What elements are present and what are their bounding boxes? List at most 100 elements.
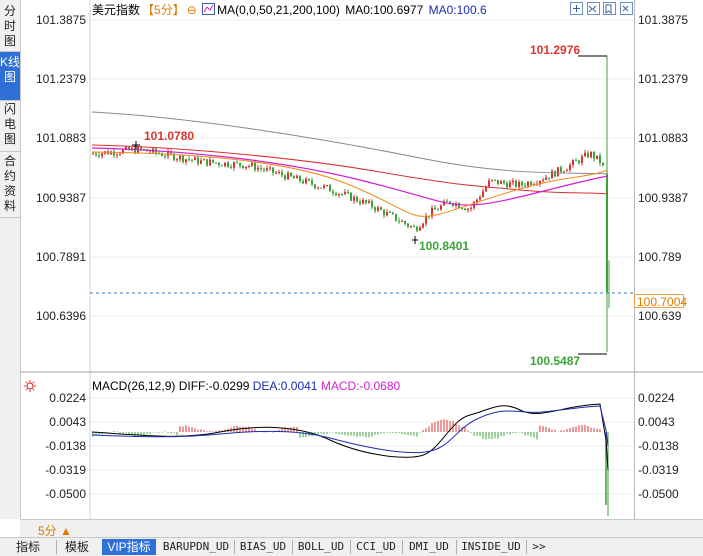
low-mid-label: 100.8401 [419,239,470,253]
candle-body [185,159,187,163]
tab-inside-ud[interactable]: INSIDE_UD [461,540,521,553]
tab-templates[interactable]: 模板 [64,540,89,554]
macd-dea-line [91,405,609,454]
candle-body [554,171,556,177]
kline-chart[interactable] [0,0,703,519]
macd-tick-right: -0.0138 [638,439,679,453]
candle-body [116,154,118,156]
price-tick-left: 100.6396 [35,309,86,323]
tab-dmi-ud[interactable]: DMI_UD [409,540,449,553]
candle-body [557,167,559,177]
candle-body [383,209,385,216]
candle-body [233,162,235,168]
macd-tick-left: 0.0224 [49,391,86,405]
candle-body [386,211,388,216]
candle-body [449,201,451,204]
candle-body [101,153,103,157]
candle-body [479,197,481,200]
candle-body [110,151,112,155]
candle-body [188,159,190,161]
candle-body [218,162,220,166]
candle-body [98,155,100,157]
tab-cci-ud[interactable]: CCI_UD [356,540,396,553]
candle-body [467,208,469,211]
candle-body [350,192,352,201]
macd-params: MACD(26,12,9) [92,379,176,393]
candle-body [119,153,121,155]
candle-body [179,155,181,160]
candle-body [314,184,316,189]
header-button-glyphs [573,4,629,15]
candle-body [239,162,241,166]
candle-body [335,193,337,196]
tab-vip-indicators[interactable]: VIP指标 [102,539,156,555]
price-tick-left: 101.0883 [35,131,86,145]
macd-panel [91,403,609,516]
tab-contract-info[interactable]: 合约资料 [3,154,16,213]
candle-body [491,179,493,181]
candle-body [431,207,433,217]
candle-body [125,146,127,150]
candle-body [173,153,175,161]
candle-body [527,181,529,187]
price-tick: 100.789 [638,250,682,264]
tab-timeshare[interactable]: 分时图 [3,4,16,48]
candle-body [422,223,424,228]
tab-barupdn-ud[interactable]: BARUPDN_UD [162,540,230,553]
candle-body [569,164,571,171]
candle-body [191,159,193,161]
ma-params: MA(0,0,50,21,200,100) [217,3,340,17]
candle-body [158,152,160,154]
candle-body [581,156,583,164]
price-tick: 101.3875 [638,13,689,27]
candle-body [494,179,496,181]
candle-body [257,167,259,170]
period-label[interactable]: 【5分】 [142,3,185,17]
candle-body [506,183,508,188]
candle-body [305,178,307,184]
close-icon[interactable] [620,2,633,15]
more-tabs-button[interactable]: >> [532,540,546,553]
candle-body [362,199,364,204]
candle-body [419,227,421,231]
candle-body [578,160,580,164]
candle-body [509,182,511,188]
candle-body [572,160,574,165]
divider [292,540,293,554]
high-left-label: 101.0780 [144,129,195,143]
candle-body [176,159,178,161]
price-tick-left: 101.3875 [35,13,86,27]
left-view-tabs: 分时图 K线图 闪电图 合约资料 [0,0,21,519]
candle-body [401,221,403,223]
candle-body [287,172,289,180]
candle-body [539,180,541,184]
divider [0,100,20,101]
settings-icon[interactable] [23,379,37,393]
tab-indicators[interactable]: 指标 [15,540,40,554]
annotations [132,55,607,355]
candle-body [230,166,232,168]
candle-body [488,180,490,187]
tab-boll-ud[interactable]: BOLL_UD [297,540,345,553]
tab-kline[interactable]: K线图 [0,52,20,100]
chart-header: 美元指数 【5分】 ⊖ MA(0,0,50,21,200,100) MA0:100.… [92,2,489,18]
current-price-tag: 100.7004 [634,294,687,309]
ma-icon[interactable] [202,3,216,15]
candle-body [182,155,184,163]
candle-body [299,175,301,182]
gear-icon[interactable]: ⊖ [186,3,197,17]
period-selector[interactable]: 5分 ▲ [38,524,72,538]
candle-body [518,181,520,187]
candle-body [266,168,268,171]
candle-body [443,201,445,206]
candle-body [374,207,376,211]
candle-body [107,151,109,155]
tab-lightning[interactable]: 闪电图 [3,102,16,146]
candle-body [215,162,217,164]
candle-body [95,153,97,156]
indicator-tab-bar: 指标 模板 VIP指标 BARUPDN_UD BIAS_UD BOLL_UD C… [0,537,703,556]
candle-body [392,212,394,215]
ma-line-gray [91,111,609,175]
candle-body [251,162,253,166]
tab-bias-ud[interactable]: BIAS_UD [239,540,287,553]
